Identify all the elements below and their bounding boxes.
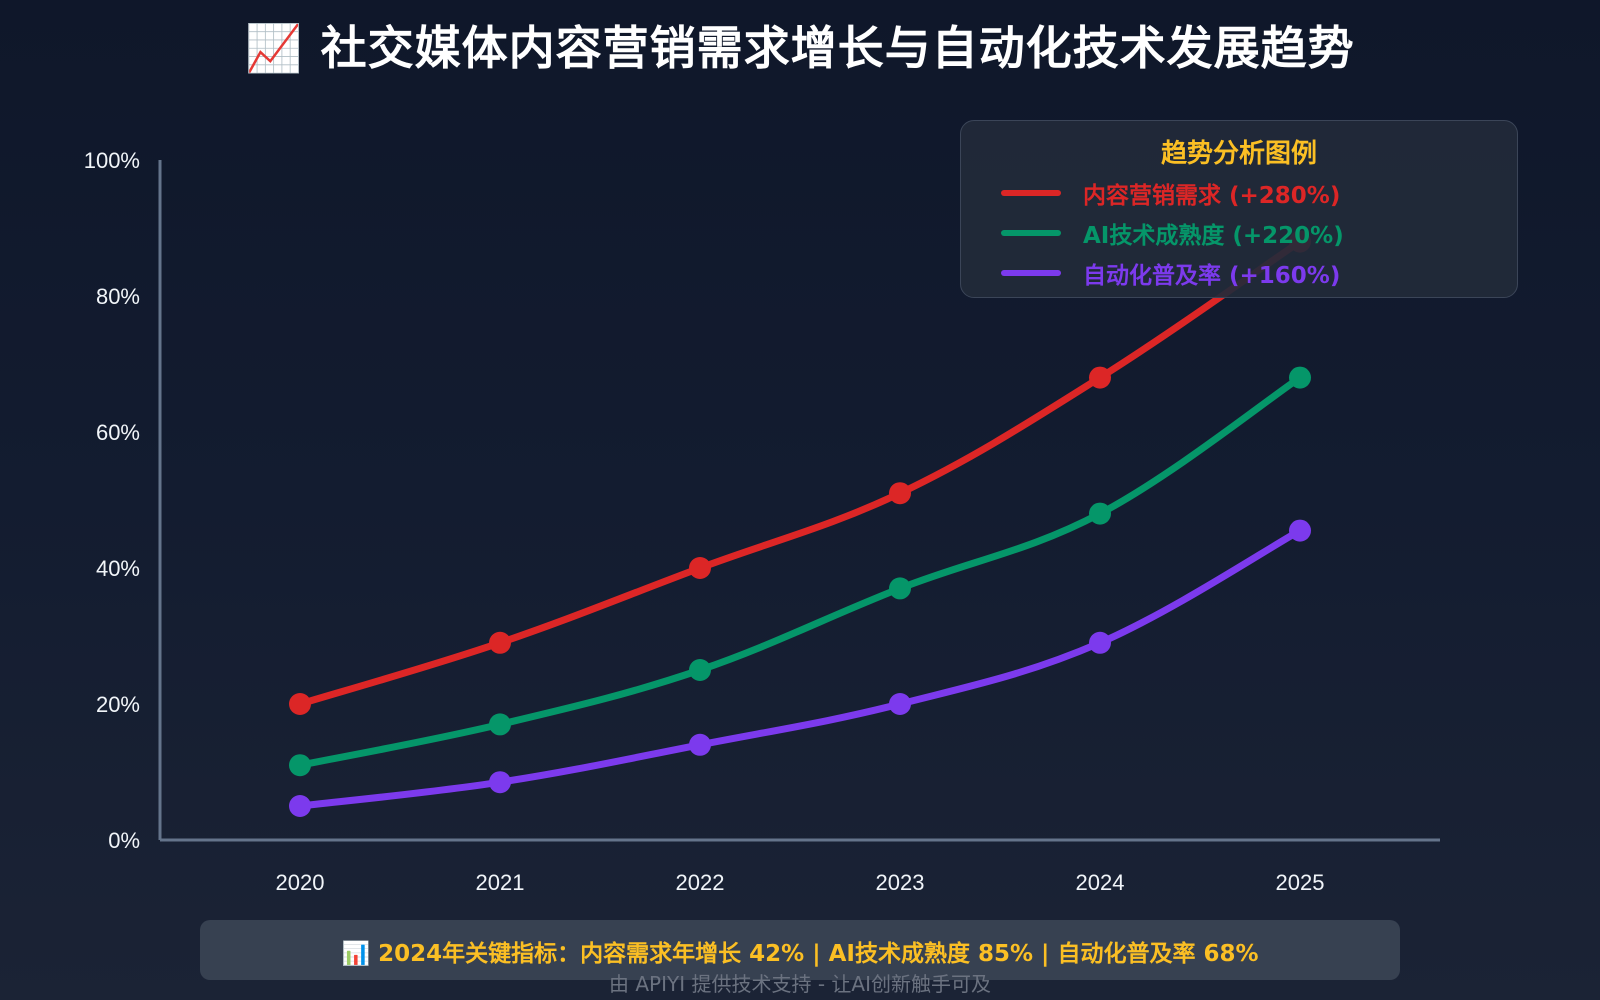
y-tick-label: 100% <box>84 148 140 173</box>
y-tick-label: 40% <box>96 556 140 581</box>
data-point-automation-2024 <box>1089 631 1111 654</box>
legend-swatch-ai-maturity <box>1001 230 1061 236</box>
chart-ticks: 0% 20% 40% 60% 80% 100% 2020 2021 2022 2023 2024 20… <box>84 148 1325 895</box>
data-point-content-demand-2023 <box>889 482 911 505</box>
data-point-automation-2020 <box>289 795 311 817</box>
data-point-content-demand-2022 <box>689 557 711 579</box>
data-point-automation-2021 <box>489 771 511 794</box>
y-tick-label: 60% <box>96 420 140 445</box>
x-tick-label: 2022 <box>676 870 725 895</box>
series-lines <box>296 238 1304 810</box>
legend-swatch-content-demand <box>1001 190 1061 196</box>
key-metrics-text: 📊 2024年关键指标：内容需求年增长 42% | AI技术成熟度 85% | … <box>341 941 1259 967</box>
legend-item-ai-maturity: AI技术成熟度 (+220%) <box>1001 217 1344 249</box>
data-point-content-demand-2021 <box>489 631 511 654</box>
data-point-ai-maturity-2021 <box>489 713 511 736</box>
data-point-content-demand-2024 <box>1089 366 1111 389</box>
key-metrics-banner: 📊 2024年关键指标：内容需求年增长 42% | AI技术成熟度 85% | … <box>200 920 1400 980</box>
y-tick-label: 20% <box>96 692 140 717</box>
x-tick-label: 2025 <box>1276 870 1325 895</box>
legend-item-content-demand: 内容营销需求 (+280%) <box>1001 177 1340 209</box>
data-point-ai-maturity-2022 <box>689 659 711 681</box>
legend-swatch-automation <box>1001 270 1061 276</box>
legend-label-automation: 自动化普及率 (+160%) <box>1083 263 1341 289</box>
legend-title: 趋势分析图例 <box>1160 139 1317 169</box>
data-point-automation-2023 <box>889 693 911 715</box>
series-points <box>289 230 1311 817</box>
chart-title: 📈 社交媒体内容营销需求增长与自动化技术发展趋势 <box>245 21 1355 75</box>
series-line-ai-maturity <box>296 374 1304 769</box>
data-point-ai-maturity-2020 <box>289 754 311 777</box>
y-tick-label: 0% <box>108 828 140 853</box>
credit-text: 由 APIYI 提供技术支持 - 让AI创新触手可及 <box>609 972 991 996</box>
legend: 趋势分析图例 内容营销需求 (+280%) AI技术成熟度 (+220%) 自动… <box>960 120 1518 298</box>
data-point-ai-maturity-2025 <box>1289 366 1311 389</box>
data-point-ai-maturity-2023 <box>889 577 911 600</box>
data-point-ai-maturity-2024 <box>1089 502 1111 525</box>
y-tick-label: 80% <box>96 284 140 309</box>
series-line-content-demand <box>296 238 1304 708</box>
legend-label-content-demand: 内容营销需求 (+280%) <box>1083 183 1341 209</box>
data-point-automation-2025 <box>1289 519 1311 542</box>
legend-item-automation: 自动化普及率 (+160%) <box>1001 257 1340 289</box>
data-point-automation-2022 <box>689 733 711 756</box>
x-tick-label: 2023 <box>876 870 925 895</box>
x-tick-label: 2020 <box>276 870 325 895</box>
x-tick-label: 2024 <box>1076 870 1125 895</box>
series-line-automation <box>296 527 1304 810</box>
chart-axes <box>158 160 1440 842</box>
data-point-content-demand-2020 <box>289 693 311 715</box>
x-tick-label: 2021 <box>476 870 525 895</box>
legend-label-ai-maturity: AI技术成熟度 (+220%) <box>1083 223 1344 249</box>
